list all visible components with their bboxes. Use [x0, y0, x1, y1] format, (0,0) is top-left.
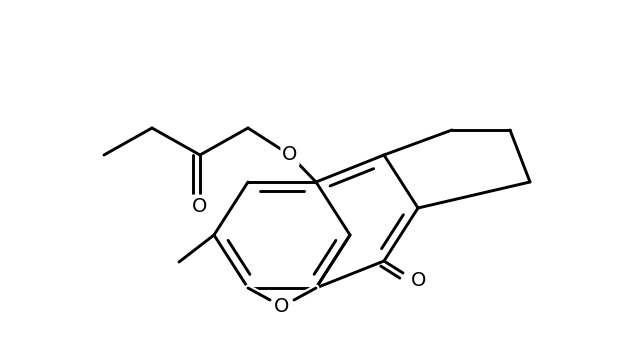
Text: O: O	[282, 145, 298, 164]
Text: O: O	[192, 196, 208, 215]
Text: O: O	[275, 297, 290, 316]
Text: O: O	[412, 271, 427, 290]
